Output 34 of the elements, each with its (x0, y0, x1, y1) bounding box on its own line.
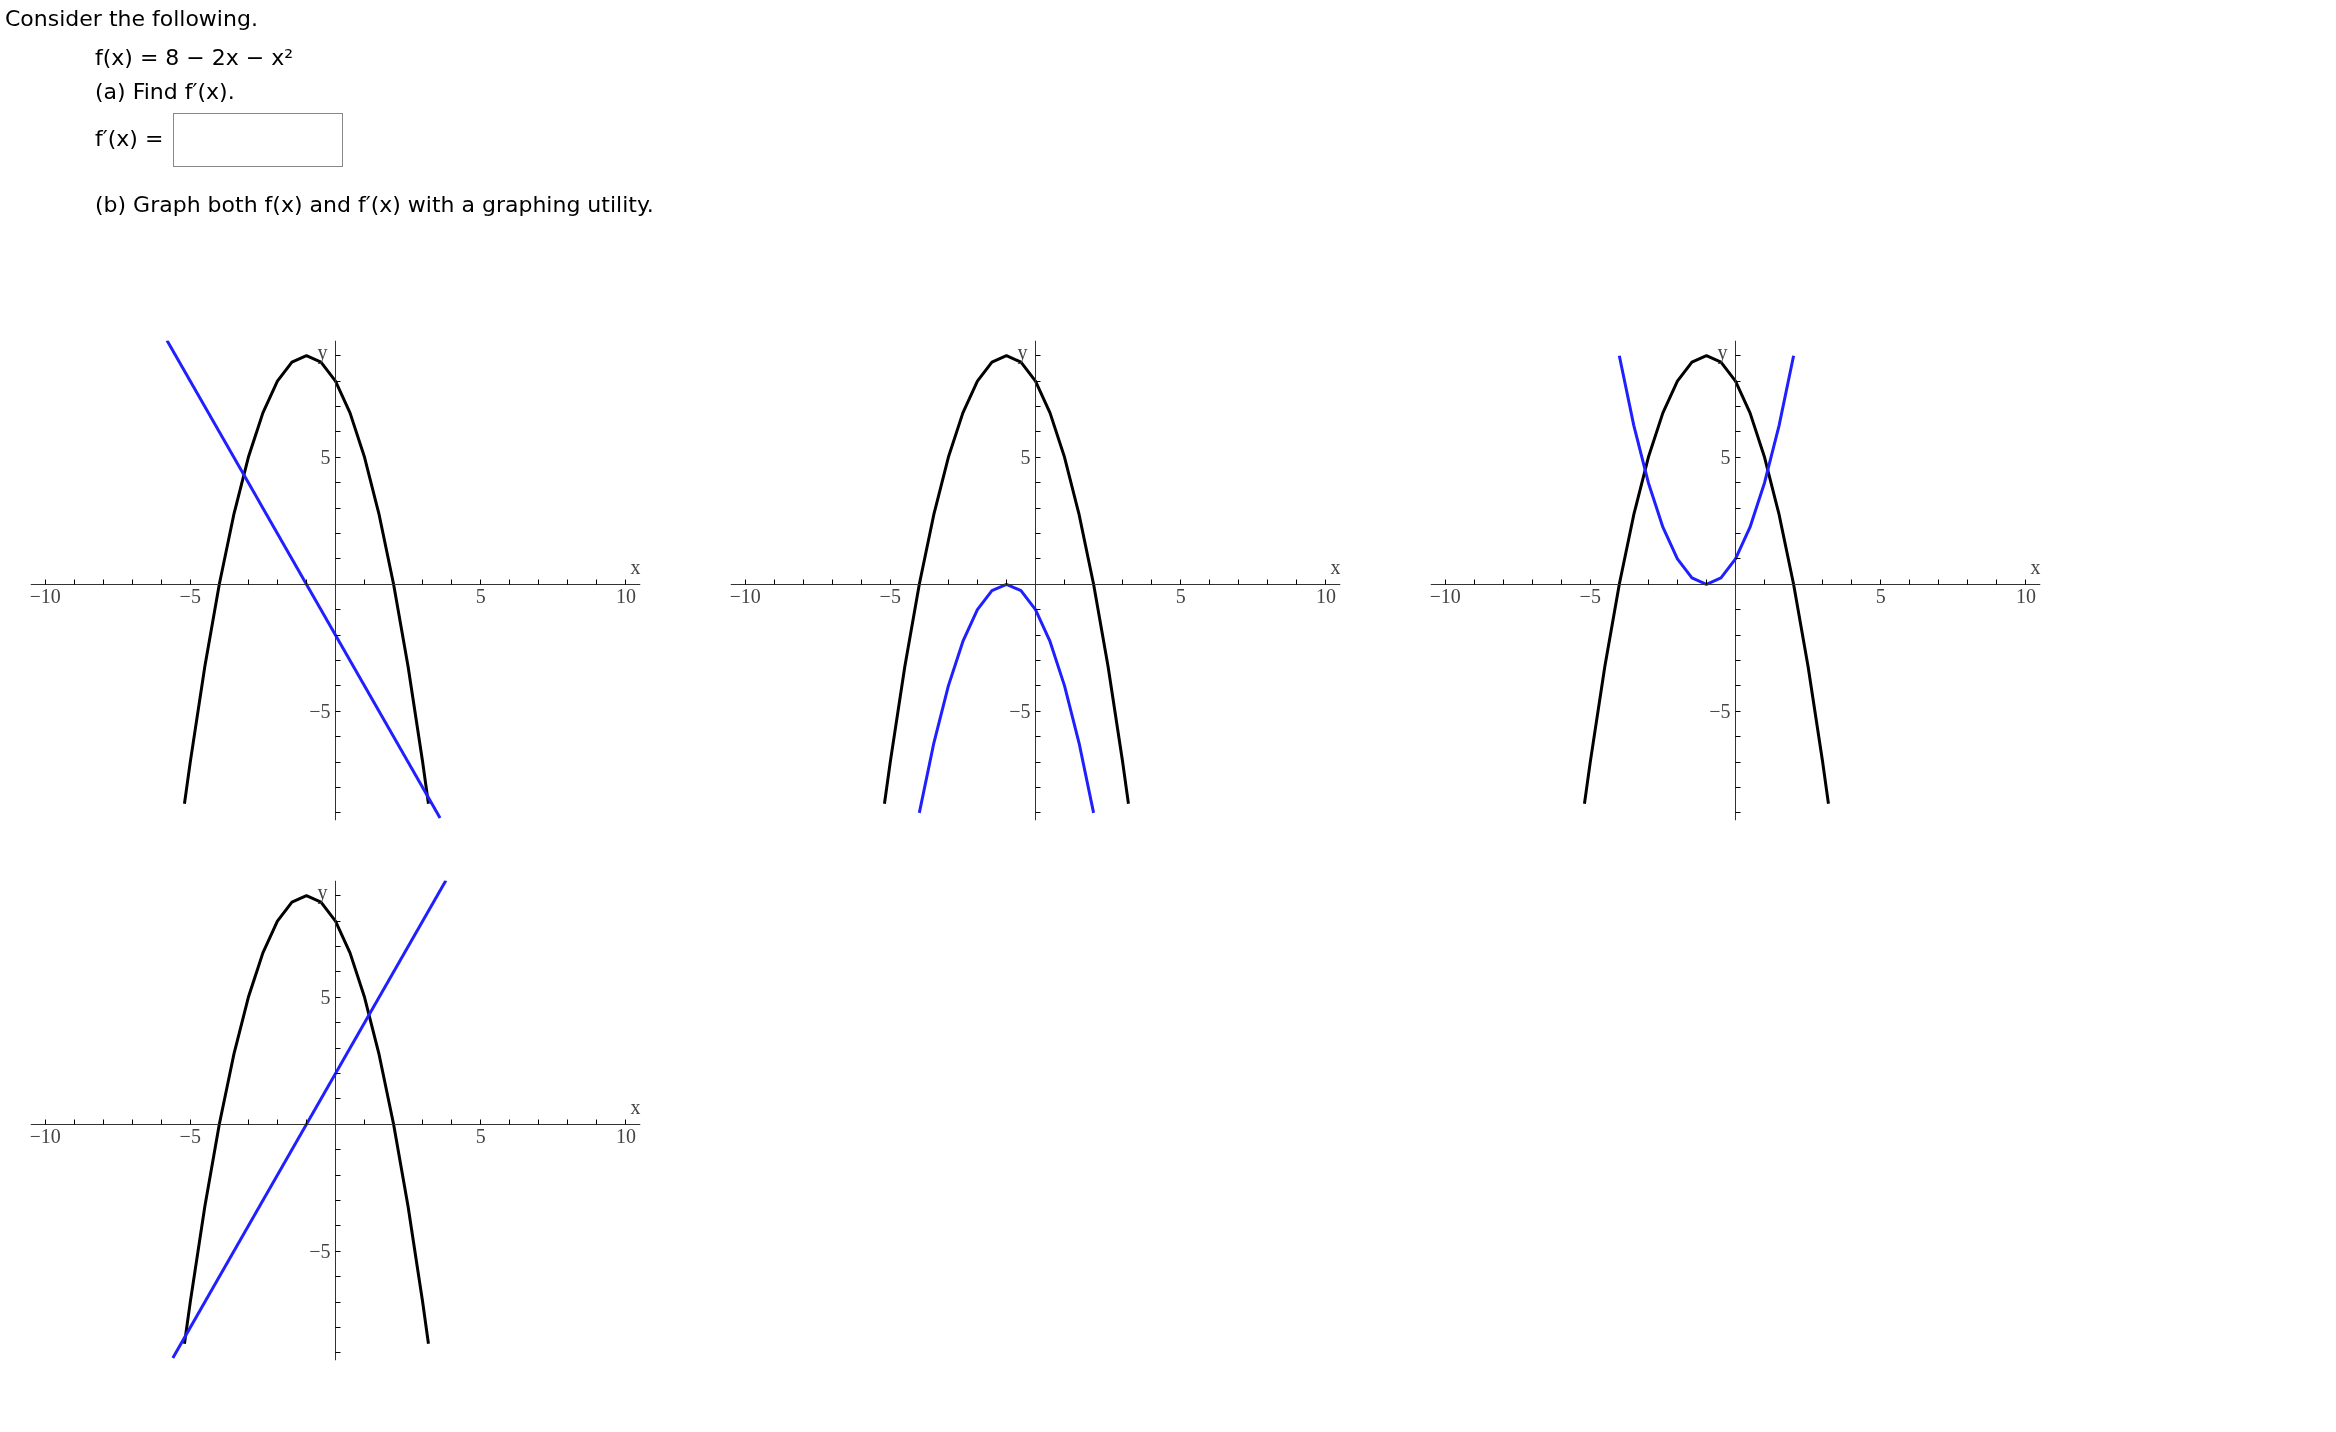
y-axis-title: y (1717, 340, 1728, 364)
x-tick-label: 5 (475, 1125, 486, 1148)
x-axis-title: x (630, 1096, 641, 1119)
y-tick-label: 5 (320, 446, 331, 469)
x-tick-label: 10 (615, 585, 636, 608)
text: Consider the following. (5, 5, 259, 33)
text: (a) Find f′(x). (95, 78, 236, 107)
x-axis-title: x (2030, 556, 2041, 579)
x-axis-title: x (1330, 556, 1341, 579)
y-axis-title: y (1017, 340, 1028, 364)
x-tick-label: −5 (179, 1125, 201, 1148)
x-tick-label: −5 (879, 585, 901, 608)
y-tick-label: 5 (320, 986, 331, 1009)
x-tick-label: 5 (1175, 585, 1186, 608)
x-tick-label: 5 (475, 585, 486, 608)
x-tick-label: −10 (29, 585, 61, 608)
y-tick-label: −5 (309, 1240, 331, 1263)
y-axis-title: y (317, 880, 328, 904)
x-tick-label: 10 (1315, 585, 1336, 608)
x-tick-label: 5 (1875, 585, 1886, 608)
x-tick-label: 10 (2015, 585, 2036, 608)
x-tick-label: −10 (1429, 585, 1461, 608)
x-tick-label: 10 (615, 1125, 636, 1148)
y-axis-title: y (317, 340, 328, 364)
y-tick-label: −5 (309, 700, 331, 723)
x-tick-label: −5 (1579, 585, 1601, 608)
text: (b) Graph both f(x) and f′(x) with a graphing utility. (95, 190, 654, 219)
text: f′(x) = (95, 124, 165, 153)
x-axis-title: x (630, 556, 641, 579)
x-tick-label: −5 (179, 585, 201, 608)
x-tick-label: −10 (29, 1125, 61, 1148)
text: f(x) = 8 − 2x − x² (95, 43, 295, 72)
x-tick-label: −10 (729, 585, 761, 608)
line-series (917, 582, 1096, 815)
